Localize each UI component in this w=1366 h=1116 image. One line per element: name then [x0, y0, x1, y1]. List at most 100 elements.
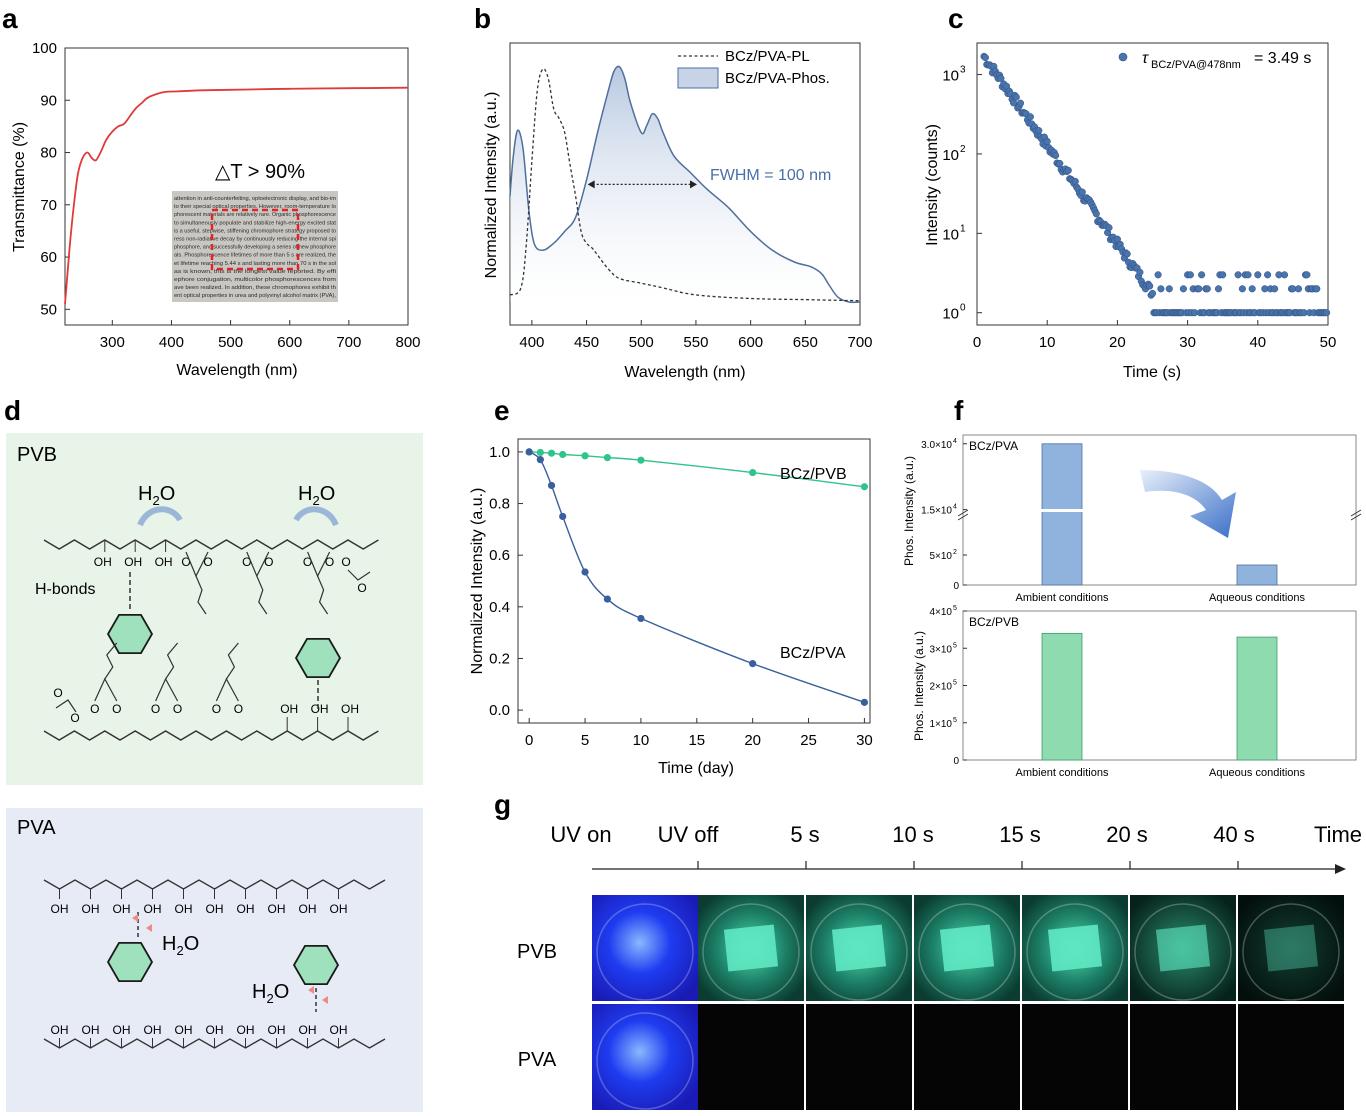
series-point-0	[536, 448, 544, 457]
x-tick-label: 10	[1039, 334, 1056, 351]
decay-point	[1214, 285, 1223, 293]
decay-point	[1092, 210, 1100, 218]
y-tick-label: 70	[40, 197, 57, 214]
x-tick-label: 30	[856, 732, 873, 749]
series	[525, 448, 869, 706]
plot-frame	[517, 438, 871, 724]
water-arrow	[137, 506, 183, 527]
oh-label: OH	[237, 1023, 255, 1037]
timeline: UV on UV off 5 s 10 s 15 s 20 s 40 s Time	[550, 822, 1362, 869]
decay-point	[1035, 127, 1043, 135]
series-point-0	[860, 483, 869, 491]
decay-point	[1056, 159, 1064, 168]
oh-label: OH	[206, 1023, 224, 1037]
decay-point	[1157, 285, 1165, 293]
axis-break-mark	[957, 509, 969, 521]
panel-e-stability-chart: 0 5 10 15 20 25 30 0.0 0.2 0.4 0.6 0.8 1.0 Normalize…	[469, 438, 873, 777]
oh-label: OH	[51, 902, 69, 916]
panel-letter-b: b	[474, 3, 491, 34]
y-tick-label: 10	[942, 226, 959, 243]
oh-label: OH	[175, 1023, 193, 1037]
x-tick-label: 550	[683, 334, 708, 351]
y-tick-label: 3.0×10	[921, 440, 952, 451]
x-tick-label: 600	[738, 334, 763, 351]
timeline-label: 10 s	[892, 822, 934, 847]
hbonds-label: H-bonds	[35, 581, 95, 598]
axis-break-mark	[1350, 509, 1362, 521]
photo-cell	[1022, 1004, 1128, 1110]
fwhm-left-head	[587, 180, 595, 189]
polymer-backbone	[43, 539, 379, 550]
y-tick-exponent: 2	[960, 144, 966, 155]
acetal-o-label: O	[325, 555, 334, 569]
decay-point	[1105, 224, 1113, 232]
decay-point	[1136, 268, 1144, 276]
decay-point	[1294, 285, 1303, 293]
decay-point	[1186, 271, 1194, 279]
decay-point	[1303, 271, 1311, 279]
decay-point	[1203, 285, 1211, 293]
y-tick-label: 0.6	[489, 547, 510, 564]
x-tick-label: 0	[973, 334, 981, 351]
decay-points	[980, 52, 1331, 317]
acetate-o-label: O	[70, 711, 79, 725]
oh-label: OH	[144, 902, 162, 916]
photo-cell	[1130, 1004, 1236, 1110]
legend-tau-sub: BCz/PVA@478nm	[1151, 59, 1241, 71]
y-tick-label: 10	[942, 147, 959, 164]
y-tick-exponent: 5	[953, 642, 957, 649]
y-tick-label: 80	[40, 145, 57, 162]
y-tick-exponent: 5	[953, 605, 957, 612]
legend-pl-label: BCz/PVA-PL	[725, 48, 810, 65]
dish-rim	[596, 1012, 694, 1110]
y-tick-exponent: 3	[960, 65, 966, 76]
dish-rim	[596, 903, 694, 1001]
acetate-o-label: O	[357, 581, 366, 595]
y-tick-exponent: 4	[953, 438, 957, 445]
y-tick-exponent: 5	[953, 680, 957, 687]
oh-label: OH	[175, 902, 193, 916]
film-sample	[831, 924, 887, 972]
decay-point	[1198, 271, 1206, 279]
oh-label: OH	[94, 555, 112, 569]
y-tick-label: 0.4	[489, 599, 510, 616]
acetal-o-label: O	[242, 555, 251, 569]
row-label-pvb: PVB	[517, 941, 557, 963]
y-tick-label: 0.8	[489, 496, 510, 513]
inset-text-line: ave been realized. In addition, these ch…	[174, 285, 336, 291]
acetal-o-label: O	[264, 555, 273, 569]
category-label: Aqueous conditions	[1209, 767, 1306, 779]
plot-frame-top	[962, 434, 1357, 586]
chromophore-hexagon	[292, 945, 340, 985]
inset-text-line: et lifetime reaching 5.44 s and lasting …	[174, 261, 336, 267]
oh-label: OH	[299, 1023, 317, 1037]
decay-point	[1012, 93, 1020, 101]
oh-label: OH	[299, 902, 317, 916]
dish-rim	[702, 903, 800, 1001]
legend: BCz/PVA-PL BCz/PVA-Phos.	[677, 48, 830, 89]
acetal-o-label: O	[303, 555, 312, 569]
decay-point	[1179, 285, 1187, 293]
category-label: Aqueous conditions	[1209, 592, 1306, 604]
y-tick-label: 100	[32, 40, 57, 57]
propyl-chain	[104, 642, 118, 680]
axis-break-gap	[1041, 509, 1083, 512]
x-tick-label: 650	[793, 334, 818, 351]
decay-point	[1271, 285, 1279, 293]
dish-rim	[918, 903, 1016, 1001]
propyl-chain	[317, 575, 329, 615]
inset-text-line: ress non-radiative decay by continuously…	[174, 237, 336, 243]
acetal-o-label: O	[212, 702, 221, 716]
bottom-bars: Ambient conditions Aqueous conditions 0 1×1…	[929, 605, 1305, 779]
series-point-0	[559, 450, 567, 459]
y-tick-label: 50	[40, 301, 57, 318]
bar-1	[1236, 564, 1278, 586]
panel-b-spectra-chart: 400 450 500 550 600 650 700 Normalized Intensi…	[483, 42, 873, 381]
axis-ticks: 400 450 500 550 600 650 700	[519, 320, 873, 351]
top-y-label: Phos. Intensity (a.u.)	[902, 456, 916, 566]
break-arrow	[308, 986, 314, 994]
y-axis-label: Transmittance (%)	[11, 122, 28, 252]
y-tick-label: 10	[942, 306, 959, 323]
photo-cell	[1238, 895, 1344, 1001]
